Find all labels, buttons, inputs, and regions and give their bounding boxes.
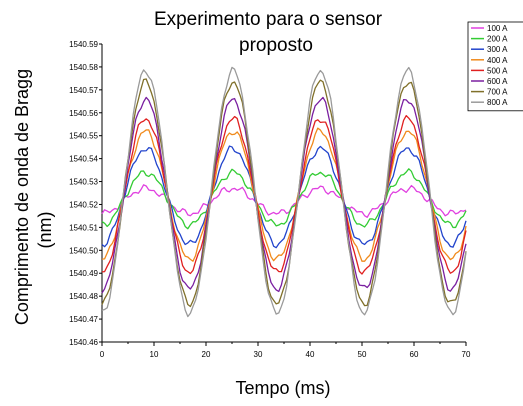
y-tick-label: 1540.57 [69, 86, 98, 95]
x-tick-label: 30 [254, 350, 263, 359]
chart-title-line2: proposto [239, 35, 313, 56]
legend-box [467, 21, 523, 112]
y-tick-label: 1540.53 [69, 178, 98, 187]
y-tick-label: 1540.59 [69, 40, 98, 49]
x-tick-label: 40 [306, 350, 315, 359]
y-axis-title-line2: (nm) [35, 212, 55, 249]
legend-label: 300 A [487, 45, 508, 54]
y-axis-title-line1: Comprimento de onda de Bragg [12, 69, 32, 325]
y-tick-label: 1540.54 [69, 155, 98, 164]
x-tick-label: 70 [462, 350, 471, 359]
x-tick-label: 20 [202, 350, 211, 359]
y-tick-label: 1540.51 [69, 223, 98, 232]
series-line-500-a [101, 114, 467, 275]
y-tick-label: 1540.55 [69, 132, 98, 141]
x-tick-label: 60 [410, 350, 419, 359]
y-tick-label: 1540.50 [69, 246, 98, 255]
x-tick-label: 50 [358, 350, 367, 359]
legend-label: 500 A [487, 66, 508, 75]
legend-label: 600 A [487, 77, 508, 86]
plot-area: 1540.46 1540.47 1540.48 1540.49 1540.50 1540.… [69, 40, 471, 359]
series-line-800-a [101, 66, 467, 318]
legend-label: 700 A [487, 88, 508, 97]
y-tick-label: 1540.52 [69, 200, 98, 209]
legend-label: 800 A [487, 98, 508, 107]
y-tick-label: 1540.47 [69, 315, 98, 324]
y-tick-label: 1540.46 [69, 338, 98, 347]
x-tick-label: 0 [100, 350, 105, 359]
legend-label: 400 A [487, 56, 508, 65]
series-line-100-a [101, 184, 467, 218]
series-line-200-a [101, 168, 467, 230]
y-tick-label: 1540.58 [69, 63, 98, 72]
chart-title-line1: Experimento para o sensor [154, 9, 383, 30]
x-tick-label: 10 [150, 350, 159, 359]
x-axis-title: Tempo (ms) [235, 378, 330, 398]
y-tick-label: 1540.49 [69, 269, 98, 278]
y-tick-label: 1540.48 [69, 292, 98, 301]
series-line-600-a [101, 96, 467, 294]
legend-label: 100 A [487, 24, 508, 33]
series-line-300-a [101, 145, 467, 249]
y-tick-label: 1540.56 [69, 109, 98, 118]
legend-label: 200 A [487, 35, 508, 44]
